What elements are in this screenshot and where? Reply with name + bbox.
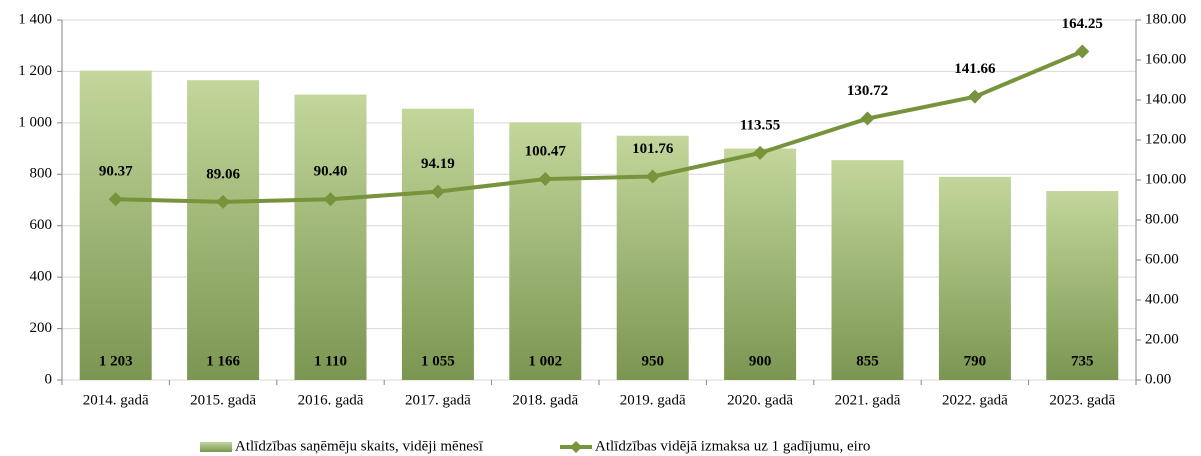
line-value-label: 130.72: [847, 83, 888, 99]
bar-value-label: 790: [964, 353, 987, 369]
line-marker: [538, 172, 553, 187]
bar-value-label: 950: [641, 353, 664, 369]
y2-tick-label: 120.00: [1145, 131, 1186, 147]
line-value-label: 113.55: [740, 117, 780, 133]
line-marker: [323, 192, 338, 207]
line-marker: [430, 184, 445, 199]
y2-tick-label: 140.00: [1145, 91, 1186, 107]
line-value-label: 94.19: [421, 156, 455, 172]
line-value-label: 101.76: [632, 141, 674, 157]
x-tick-label: 2022. gadā: [942, 392, 1008, 408]
y2-tick-label: 80.00: [1145, 211, 1179, 227]
x-tick-label: 2015. gadā: [190, 392, 256, 408]
y-tick-label: 1 400: [18, 11, 52, 27]
x-tick-label: 2014. gadā: [83, 392, 149, 408]
y2-tick-label: 100.00: [1145, 171, 1186, 187]
line-value-label: 141.66: [954, 61, 996, 77]
y2-tick-label: 40.00: [1145, 291, 1179, 307]
bar: [724, 148, 797, 380]
bar-value-label: 1 002: [528, 353, 562, 369]
bar: [294, 94, 367, 381]
y2-tick-label: 20.00: [1145, 331, 1179, 347]
bar: [509, 122, 582, 380]
bar: [938, 176, 1011, 380]
bar-value-label: 1 166: [206, 353, 240, 369]
legend-label: Atlīdzības vidējā izmaksa uz 1 gadījumu,…: [595, 438, 870, 454]
bar: [401, 108, 474, 380]
bar: [831, 160, 904, 380]
y-tick-label: 1 200: [18, 63, 52, 79]
line-value-label: 90.40: [314, 164, 348, 180]
legend-swatch: [570, 441, 582, 453]
y2-tick-label: 180.00: [1145, 11, 1186, 27]
line-marker: [216, 194, 231, 209]
x-tick-label: 2019. gadā: [620, 392, 686, 408]
line: [115, 49, 1084, 204]
y-tick-label: 1 000: [18, 114, 52, 130]
bar-value-label: 1 055: [421, 353, 455, 369]
y2-tick-label: 0.00: [1145, 371, 1171, 387]
x-tick-label: 2023. gadā: [1049, 392, 1115, 408]
bar: [187, 80, 260, 381]
line-value-label: 89.06: [206, 166, 240, 182]
line-marker: [860, 111, 875, 126]
line-value-label: 90.37: [99, 164, 133, 180]
x-tick-label: 2018. gadā: [512, 392, 578, 408]
x-tick-label: 2021. gadā: [835, 392, 901, 408]
line-marker: [753, 145, 768, 160]
line-value-label: 164.25: [1062, 16, 1103, 32]
x-tick-label: 2016. gadā: [298, 392, 364, 408]
bar-value-label: 855: [856, 353, 879, 369]
bar-value-label: 1 110: [314, 353, 347, 369]
bar: [79, 70, 152, 381]
line-marker: [108, 192, 123, 207]
legend-label: Atlīdzības saņēmēju skaits, vidēji mēnes…: [235, 438, 484, 454]
line-marker: [1075, 44, 1090, 59]
bar-value-label: 1 203: [99, 353, 133, 369]
y2-tick-label: 60.00: [1145, 251, 1179, 267]
line-marker: [645, 169, 660, 184]
y-tick-label: 0: [45, 371, 53, 387]
legend-swatch: [200, 442, 232, 452]
y-tick-label: 600: [30, 217, 53, 233]
y-tick-label: 200: [30, 320, 53, 336]
y-tick-label: 800: [30, 166, 53, 182]
x-tick-label: 2020. gadā: [727, 392, 793, 408]
line-marker: [967, 89, 982, 104]
bar: [1046, 191, 1119, 380]
x-tick-label: 2017. gadā: [405, 392, 471, 408]
line-value-label: 100.47: [525, 143, 567, 159]
bar-value-label: 735: [1071, 353, 1094, 369]
y2-tick-label: 160.00: [1145, 51, 1186, 67]
y-tick-label: 400: [30, 269, 53, 285]
bar-value-label: 900: [749, 353, 772, 369]
